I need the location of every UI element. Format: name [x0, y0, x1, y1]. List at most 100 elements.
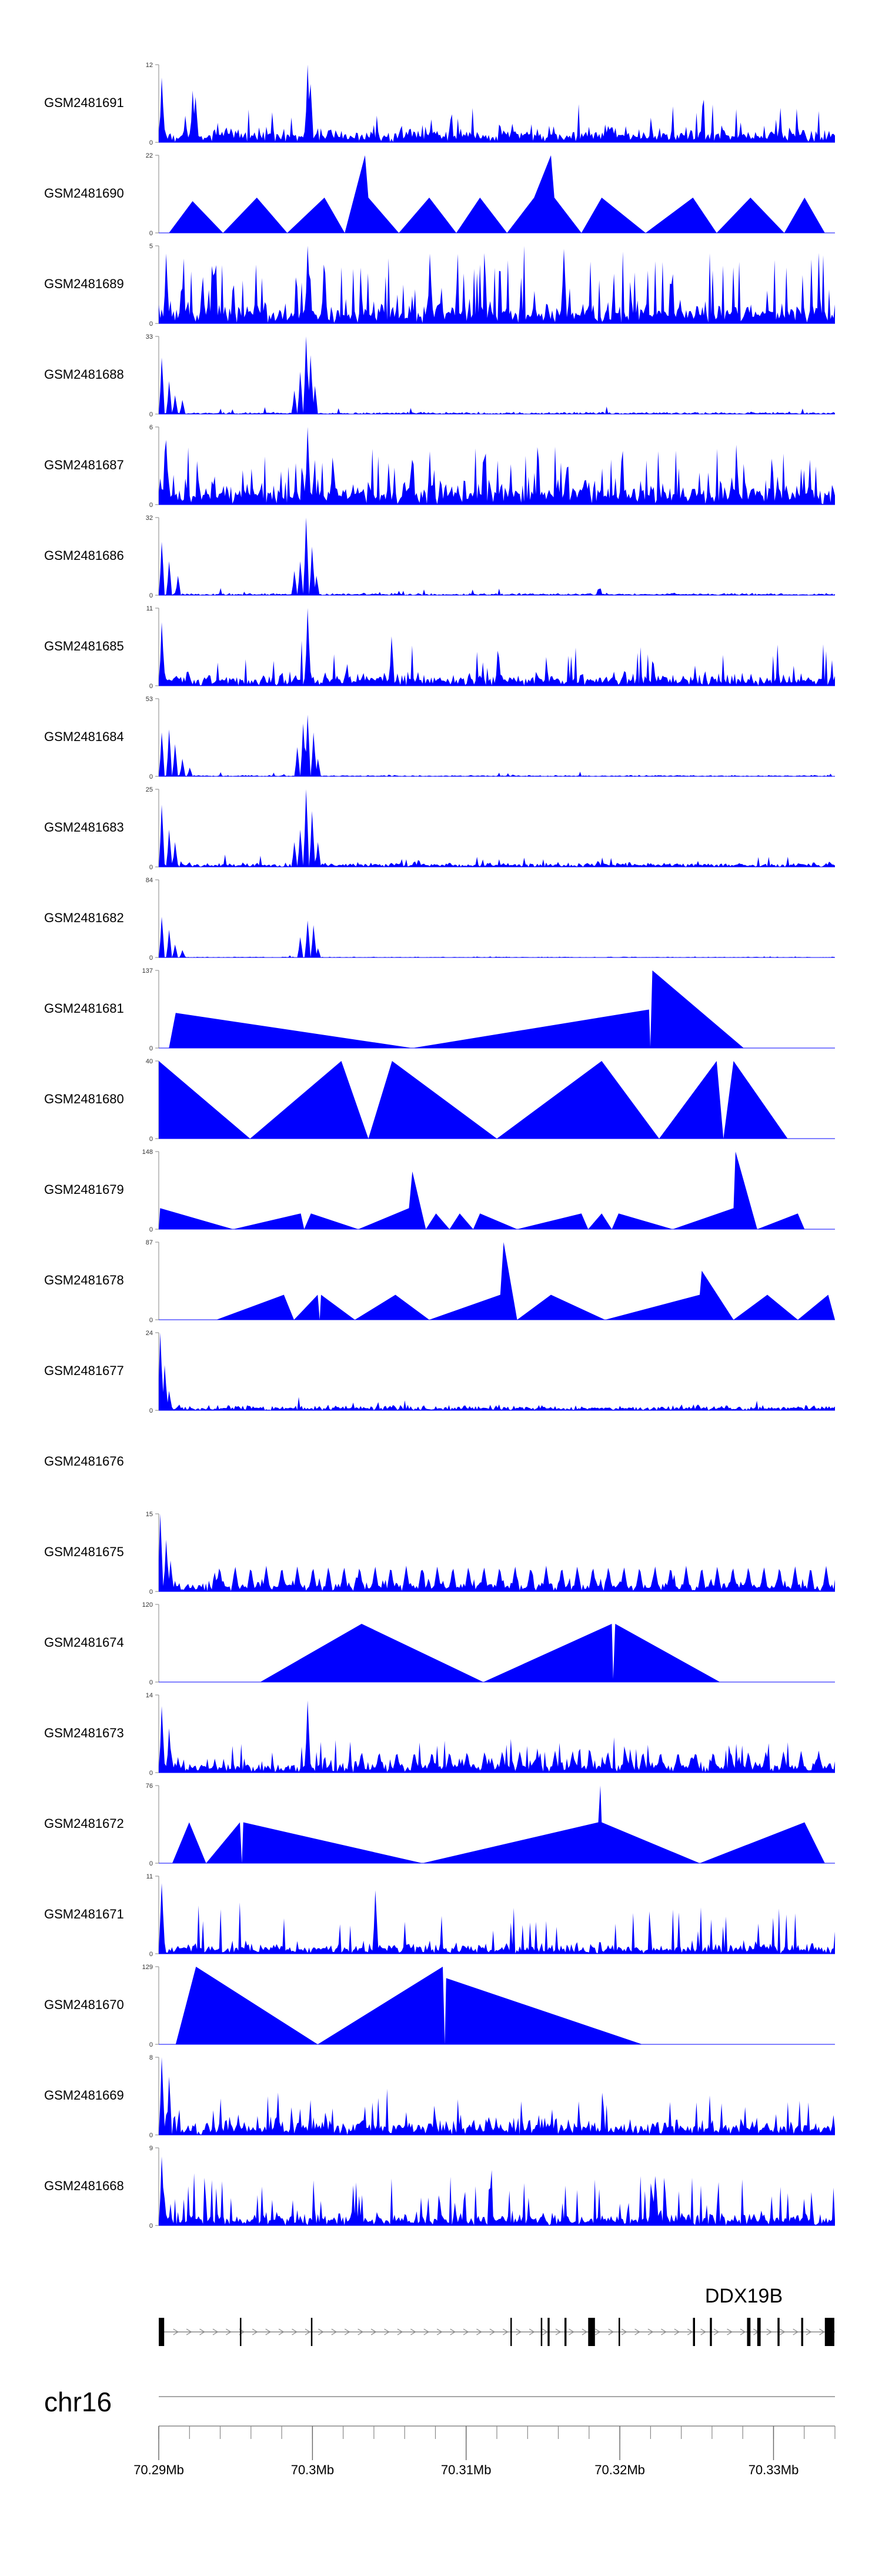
y-tick-label-zero: 0 — [149, 2223, 153, 2230]
strand-arrow — [331, 2328, 338, 2335]
y-tick-label-zero: 0 — [149, 683, 153, 690]
track-GSM2481672: GSM2481672 76 0 — [44, 1783, 835, 1867]
track-label: GSM2481687 — [44, 458, 124, 472]
strand-arrow — [265, 2328, 271, 2335]
track-label: GSM2481676 — [44, 1454, 124, 1469]
track-GSM2481684: GSM2481684 53 0 — [44, 696, 835, 780]
strand-arrow — [700, 2328, 706, 2335]
y-tick-label-zero: 0 — [149, 1770, 153, 1777]
coverage-area — [159, 1700, 835, 1773]
coverage-area — [159, 789, 835, 867]
coverage-area — [159, 608, 835, 686]
gene-exon — [619, 2318, 620, 2346]
x-tick-label: 70.3Mb — [291, 2462, 334, 2477]
track-label: GSM2481675 — [44, 1544, 124, 1559]
y-tick-label-zero: 0 — [149, 592, 153, 599]
coverage-area — [159, 1061, 788, 1139]
strand-arrow — [529, 2328, 535, 2335]
gene-exon — [777, 2318, 780, 2346]
coverage-area — [159, 715, 835, 776]
track-GSM2481691: GSM2481691 12 0 — [44, 62, 835, 146]
gene-exon — [747, 2318, 751, 2346]
coverage-area — [159, 518, 835, 595]
strand-arrow — [634, 2328, 640, 2335]
strand-arrow — [674, 2328, 680, 2335]
strand-arrow — [305, 2328, 311, 2335]
y-tick-label-max: 15 — [146, 1511, 153, 1518]
y-tick-label-zero: 0 — [149, 502, 153, 509]
strand-arrow — [212, 2328, 219, 2335]
chromosome-label: chr16 — [44, 2387, 112, 2417]
track-label: GSM2481677 — [44, 1363, 124, 1378]
strand-arrow — [436, 2328, 443, 2335]
coverage-area — [169, 155, 825, 233]
y-tick-label-zero: 0 — [149, 955, 153, 962]
coverage-area — [175, 1967, 643, 2044]
coverage-tracks: GSM2481691120GSM2481690220GSM248168950GS… — [44, 62, 835, 2230]
coverage-area — [159, 2156, 835, 2225]
coverage-area — [159, 336, 835, 414]
track-label: GSM2481691 — [44, 95, 124, 110]
strand-arrow — [503, 2328, 509, 2335]
track-GSM2481683: GSM2481683 25 0 — [44, 786, 835, 871]
strand-arrow — [397, 2328, 403, 2335]
track-label: GSM2481669 — [44, 2088, 124, 2103]
strand-arrow — [582, 2328, 588, 2335]
y-tick-label-zero: 0 — [149, 864, 153, 871]
y-tick-label-max: 137 — [142, 967, 153, 975]
strand-arrow — [278, 2328, 285, 2335]
y-tick-label-max: 53 — [146, 696, 153, 703]
strand-arrow — [661, 2328, 667, 2335]
track-GSM2481690: GSM2481690 22 0 — [44, 152, 835, 237]
y-tick-label-max: 148 — [142, 1149, 153, 1156]
strand-arrow — [608, 2328, 614, 2335]
y-tick-label-zero: 0 — [149, 1860, 153, 1867]
track-label: GSM2481689 — [44, 276, 124, 291]
gene-exon — [824, 2318, 834, 2346]
track-GSM2481681: GSM2481681 137 0 — [44, 967, 835, 1052]
strand-arrow — [252, 2328, 258, 2335]
coverage-area — [159, 1333, 835, 1410]
strand-arrow — [713, 2328, 720, 2335]
strand-arrow — [569, 2328, 574, 2335]
y-tick-label-max: 6 — [149, 424, 153, 431]
coverage-area — [159, 65, 835, 142]
track-label: GSM2481678 — [44, 1273, 124, 1287]
coverage-area — [216, 1242, 835, 1320]
track-label: GSM2481688 — [44, 367, 124, 382]
y-tick-label-max: 120 — [142, 1601, 153, 1609]
track-label: GSM2481685 — [44, 639, 124, 653]
coverage-area — [159, 1514, 835, 1591]
track-GSM2481673: GSM2481673 14 0 — [44, 1692, 835, 1777]
strand-arrow — [450, 2328, 456, 2335]
track-GSM2481674: GSM2481674 120 0 — [44, 1601, 835, 1686]
strand-arrow — [423, 2328, 430, 2335]
gene-exon — [310, 2318, 313, 2346]
gene-exon — [564, 2318, 567, 2346]
track-label: GSM2481684 — [44, 729, 124, 744]
strand-arrow — [489, 2328, 496, 2335]
track-GSM2481682: GSM2481682 84 0 — [44, 877, 835, 962]
strand-arrow — [819, 2328, 825, 2335]
strand-arrow — [793, 2328, 799, 2335]
y-tick-label-zero: 0 — [149, 1679, 153, 1686]
strand-arrow — [806, 2328, 812, 2335]
strand-arrow — [358, 2328, 363, 2335]
coverage-area — [260, 1624, 720, 1682]
strand-arrow — [687, 2328, 693, 2335]
y-tick-label-zero: 0 — [149, 1951, 153, 1958]
strand-arrow — [621, 2328, 627, 2335]
coverage-area — [159, 1883, 835, 1954]
coverage-area — [159, 2057, 835, 2135]
gene-exon — [540, 2318, 543, 2346]
track-label: GSM2481686 — [44, 548, 124, 563]
y-tick-label-max: 5 — [149, 243, 153, 250]
y-tick-label-max: 40 — [146, 1058, 153, 1065]
track-label: GSM2481681 — [44, 1001, 124, 1016]
strand-arrow — [727, 2328, 733, 2335]
strand-arrow — [516, 2328, 522, 2335]
strand-arrow — [740, 2328, 746, 2335]
gene-exon — [710, 2318, 712, 2346]
track-GSM2481669: GSM2481669 8 0 — [44, 2054, 835, 2139]
track-label: GSM2481668 — [44, 2178, 124, 2193]
